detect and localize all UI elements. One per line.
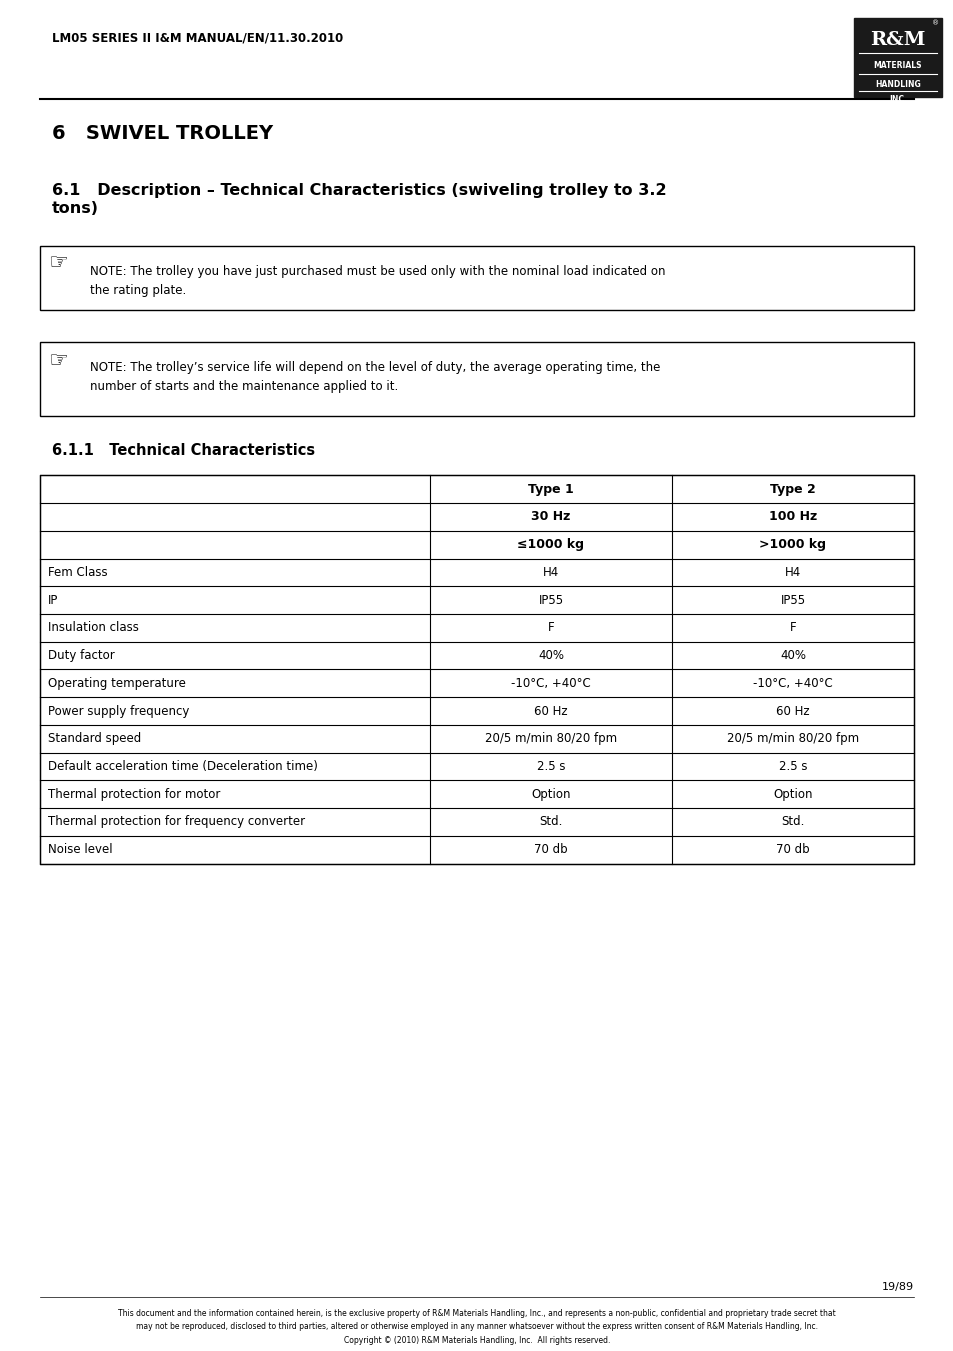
Text: NOTE: The trolley’s service life will depend on the level of duty, the average o: NOTE: The trolley’s service life will de… [90, 362, 659, 393]
Text: IP55: IP55 [537, 593, 563, 607]
Text: Std.: Std. [538, 816, 562, 828]
FancyBboxPatch shape [40, 342, 913, 416]
Text: Standard speed: Standard speed [48, 732, 141, 746]
Text: H4: H4 [542, 566, 558, 580]
Text: 40%: 40% [780, 648, 805, 662]
Text: Std.: Std. [781, 816, 803, 828]
Text: 6.1   Description – Technical Characteristics (swiveling trolley to 3.2
tons): 6.1 Description – Technical Characterist… [52, 184, 666, 216]
Text: Default acceleration time (Deceleration time): Default acceleration time (Deceleration … [48, 761, 317, 773]
Text: Thermal protection for motor: Thermal protection for motor [48, 788, 220, 801]
FancyBboxPatch shape [853, 18, 941, 97]
Text: 40%: 40% [537, 648, 563, 662]
Text: 6.1.1   Technical Characteristics: 6.1.1 Technical Characteristics [52, 443, 314, 458]
Text: Insulation class: Insulation class [48, 621, 139, 635]
Text: 100 Hz: 100 Hz [768, 511, 817, 523]
Text: 6   SWIVEL TROLLEY: 6 SWIVEL TROLLEY [52, 124, 273, 143]
Text: Noise level: Noise level [48, 843, 112, 857]
Text: ®: ® [931, 20, 938, 27]
Text: ☞: ☞ [48, 254, 68, 273]
Text: Power supply frequency: Power supply frequency [48, 705, 190, 717]
Text: 20/5 m/min 80/20 fpm: 20/5 m/min 80/20 fpm [484, 732, 617, 746]
Text: 19/89: 19/89 [881, 1282, 913, 1293]
Text: Type 1: Type 1 [528, 482, 574, 496]
Text: NOTE: The trolley you have just purchased must be used only with the nominal loa: NOTE: The trolley you have just purchase… [90, 265, 665, 297]
Text: MATERIALS: MATERIALS [873, 61, 922, 70]
Text: F: F [547, 621, 554, 635]
Text: Option: Option [773, 788, 812, 801]
Text: H4: H4 [784, 566, 801, 580]
Text: HANDLING: HANDLING [874, 80, 920, 89]
Text: Type 2: Type 2 [769, 482, 815, 496]
Text: 70 db: 70 db [534, 843, 567, 857]
Text: Fem Class: Fem Class [48, 566, 108, 580]
Text: 30 Hz: 30 Hz [531, 511, 570, 523]
FancyBboxPatch shape [40, 246, 913, 309]
Text: 20/5 m/min 80/20 fpm: 20/5 m/min 80/20 fpm [726, 732, 858, 746]
Text: 2.5 s: 2.5 s [537, 761, 565, 773]
Text: LM05 SERIES II I&M MANUAL/EN/11.30.2010: LM05 SERIES II I&M MANUAL/EN/11.30.2010 [52, 31, 343, 45]
FancyBboxPatch shape [40, 476, 913, 863]
Text: Thermal protection for frequency converter: Thermal protection for frequency convert… [48, 816, 305, 828]
Text: Option: Option [531, 788, 570, 801]
Text: This document and the information contained herein, is the exclusive property of: This document and the information contai… [118, 1309, 835, 1344]
Text: Operating temperature: Operating temperature [48, 677, 186, 690]
Text: INC.: INC. [888, 95, 906, 104]
Text: >1000 kg: >1000 kg [759, 538, 825, 551]
Text: ☞: ☞ [48, 351, 68, 372]
Text: 60 Hz: 60 Hz [534, 705, 567, 717]
Text: ≤1000 kg: ≤1000 kg [517, 538, 584, 551]
Text: 70 db: 70 db [776, 843, 809, 857]
Text: IP: IP [48, 593, 58, 607]
Text: IP55: IP55 [780, 593, 804, 607]
Text: R&M: R&M [869, 31, 924, 49]
Text: Duty factor: Duty factor [48, 648, 114, 662]
Text: -10°C, +40°C: -10°C, +40°C [752, 677, 832, 690]
Text: 2.5 s: 2.5 s [778, 761, 806, 773]
Text: 60 Hz: 60 Hz [776, 705, 809, 717]
Text: F: F [789, 621, 796, 635]
Text: -10°C, +40°C: -10°C, +40°C [511, 677, 590, 690]
